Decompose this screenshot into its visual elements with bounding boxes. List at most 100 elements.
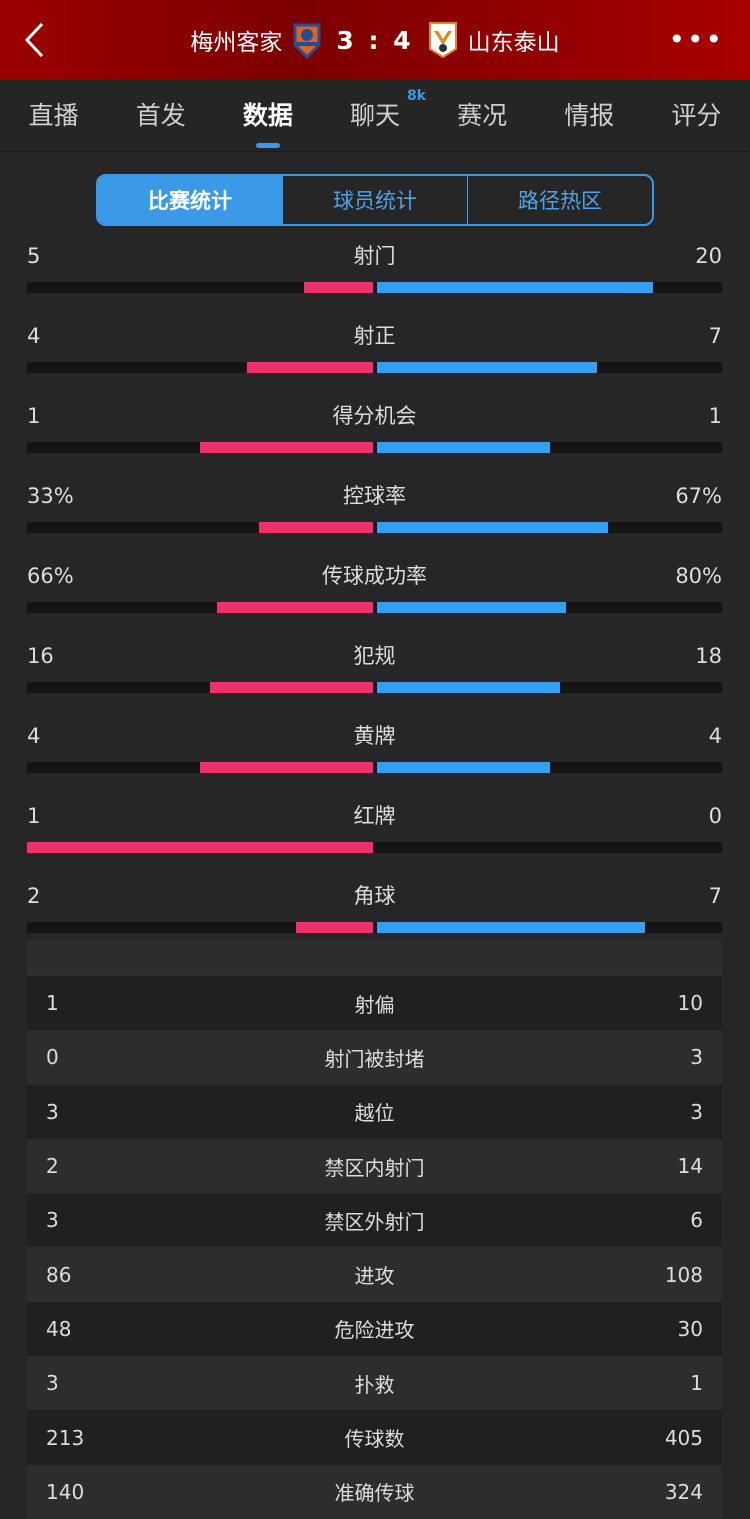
stat-name: 危险进攻 — [334, 1318, 415, 1343]
away-value: 67% — [675, 484, 722, 508]
stat-name: 射正 — [353, 324, 396, 348]
home-value: 0 — [46, 1045, 59, 1070]
stat-name: 角球 — [353, 884, 396, 908]
score: 3 : 4 — [336, 25, 414, 55]
stat-row: 4 射正 7 — [27, 322, 722, 382]
table-row: 3 越位 3 — [27, 1084, 722, 1139]
table-row: 86 进攻 108 — [27, 1247, 722, 1302]
table-row: 0 射门被封堵 3 — [27, 1030, 722, 1085]
away-value: 324 — [664, 1479, 703, 1504]
home-team-crest-icon — [293, 23, 321, 59]
segment-heatmap[interactable]: 路径热区 — [518, 189, 602, 213]
tab-live[interactable]: 直播 — [25, 96, 83, 132]
home-bar — [247, 362, 373, 373]
tab-label: 赛况 — [457, 100, 508, 130]
home-value: 213 — [46, 1425, 85, 1450]
home-value: 1 — [27, 804, 41, 828]
table-row: 1 射偏 10 — [27, 976, 722, 1031]
home-bar — [216, 602, 373, 613]
away-bar — [377, 762, 550, 773]
away-value: 405 — [664, 1425, 703, 1450]
tab-ratings[interactable]: 评分 — [667, 96, 725, 132]
table-row: 213 传球数 405 — [27, 1410, 722, 1465]
stats-table: 1 射偏 10 0 射门被封堵 3 3 越位 3 2 禁区内射门 14 3 禁区外射门 6 86 进攻 108 48… — [27, 940, 722, 1519]
stat-row: 16 犯规 18 — [27, 642, 722, 702]
match-header: 梅州客家 3 : 4 山东泰山 ••• — [0, 0, 750, 80]
tab-events[interactable]: 赛况 — [453, 96, 511, 132]
home-value: 16 — [27, 644, 54, 668]
chevron-left-icon — [24, 22, 44, 58]
stat-name: 犯规 — [353, 644, 396, 668]
away-bar — [377, 282, 653, 293]
home-bar — [303, 282, 373, 293]
away-bar — [377, 602, 567, 613]
comparison-bar — [27, 442, 722, 453]
comparison-bar — [27, 522, 722, 533]
away-bar — [377, 442, 550, 453]
home-bar — [27, 842, 373, 853]
stat-name: 射偏 — [354, 992, 395, 1017]
table-row: 3 扑救 1 — [27, 1356, 722, 1411]
home-value: 2 — [27, 884, 41, 908]
table-row: 3 禁区外射门 6 — [27, 1193, 722, 1248]
home-value: 48 — [46, 1316, 72, 1341]
comparison-bar — [27, 602, 722, 613]
away-value: 18 — [695, 644, 722, 668]
home-value: 66% — [27, 564, 74, 588]
away-value: 4 — [708, 724, 722, 748]
away-bar — [377, 682, 560, 693]
chat-count-badge: 8k — [406, 87, 426, 104]
stat-row: 66% 传球成功率 80% — [27, 562, 722, 622]
home-value: 3 — [46, 1099, 59, 1124]
comparison-bar — [27, 682, 722, 693]
table-row: 140 准确传球 324 — [27, 1464, 722, 1519]
tab-label: 直播 — [28, 100, 79, 130]
stat-name: 射门 — [353, 244, 396, 268]
stat-name: 进攻 — [354, 1264, 395, 1289]
away-value: 108 — [664, 1262, 703, 1287]
more-dots-icon[interactable]: ••• — [668, 23, 724, 56]
tab-data[interactable]: 数据 — [239, 96, 297, 148]
away-value: 14 — [677, 1154, 703, 1179]
stat-row: 33% 控球率 67% — [27, 482, 722, 542]
stat-name: 禁区外射门 — [324, 1209, 425, 1234]
segment-match-stats[interactable]: 比赛统计 — [98, 176, 283, 224]
home-bar — [210, 682, 373, 693]
tab-intel[interactable]: 情报 — [560, 96, 618, 132]
home-value: 1 — [46, 991, 59, 1016]
table-header — [27, 940, 722, 976]
away-value: 0 — [708, 804, 722, 828]
away-value: 10 — [677, 991, 703, 1016]
stat-name: 准确传球 — [334, 1481, 415, 1506]
tab-label: 首发 — [135, 100, 186, 130]
away-value: 30 — [677, 1316, 703, 1341]
away-bar — [377, 362, 597, 373]
home-value: 33% — [27, 484, 74, 508]
comparison-bar — [27, 842, 722, 853]
home-value: 140 — [46, 1479, 85, 1504]
stat-row: 1 得分机会 1 — [27, 402, 722, 462]
home-team-name: 梅州客家 — [190, 30, 283, 56]
back-button[interactable] — [22, 20, 58, 60]
tab-label: 评分 — [671, 100, 722, 130]
home-value: 2 — [46, 1154, 59, 1179]
comparison-bar — [27, 762, 722, 773]
stat-row: 4 黄牌 4 — [27, 722, 722, 782]
home-value: 3 — [46, 1208, 59, 1233]
home-bar — [200, 442, 373, 453]
away-value: 80% — [675, 564, 722, 588]
table-row: 48 危险进攻 30 — [27, 1301, 722, 1357]
stat-name: 扑救 — [354, 1372, 395, 1397]
stat-row: 2 角球 7 — [27, 882, 722, 942]
away-bar — [377, 922, 646, 933]
home-value: 4 — [27, 324, 41, 348]
home-value: 4 — [27, 724, 41, 748]
stat-name: 红牌 — [353, 804, 396, 828]
segment-player-stats[interactable]: 球员统计 — [283, 176, 468, 224]
tab-lineup[interactable]: 首发 — [132, 96, 190, 132]
tab-chat[interactable]: 聊天 8k — [346, 88, 426, 132]
away-bar — [377, 522, 609, 533]
away-value: 7 — [708, 884, 722, 908]
table-row: 2 禁区内射门 14 — [27, 1138, 722, 1194]
stat-row: 5 射门 20 — [27, 242, 722, 302]
